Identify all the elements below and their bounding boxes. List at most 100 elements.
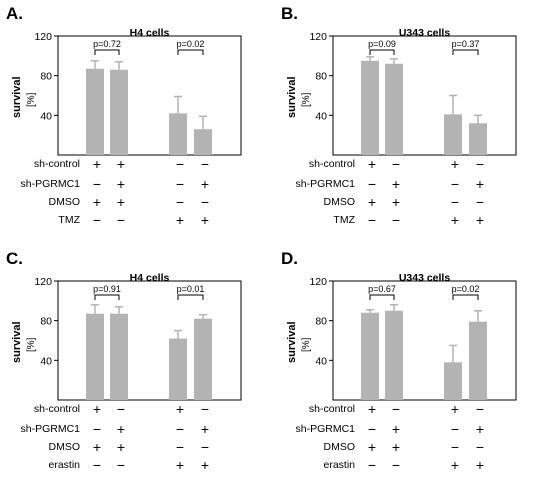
condition-sign: −: [391, 212, 401, 228]
plot-frame: [332, 35, 517, 156]
condition-label: sh-control: [308, 158, 355, 170]
condition-sign: −: [475, 156, 485, 172]
bar-chart: 40 80 120 p=0.09 p=0.37: [309, 31, 517, 156]
condition-sign: +: [116, 176, 126, 192]
condition-sign: +: [92, 439, 102, 455]
condition-sign: −: [116, 401, 126, 417]
chart-panel: A. H4 cells survival [%] 40 80 120 p=0.72 p=0.02…: [0, 0, 275, 241]
condition-sign: +: [450, 457, 460, 473]
condition-sign: −: [367, 457, 377, 473]
condition-label: DMSO: [323, 196, 356, 208]
chart-panel: D. U343 cells survival [%] 40 80 120 p=0.67 p=0.…: [275, 245, 550, 486]
condition-sign: +: [92, 194, 102, 210]
condition-sign: −: [450, 176, 460, 192]
chart-panel: B. U343 cells survival [%] 40 80 120 p=0.09 p=0.…: [275, 0, 550, 241]
condition-label: erastin: [323, 459, 355, 471]
condition-label: sh-PGRMC1: [20, 423, 80, 435]
bar-chart: 40 80 120 p=0.67 p=0.02: [309, 276, 517, 401]
p-value-label: p=0.09: [368, 39, 396, 49]
bar: [444, 114, 462, 155]
significance-bracket: [369, 294, 395, 300]
condition-sign: +: [367, 439, 377, 455]
condition-sign: +: [475, 421, 485, 437]
y-tick-label: 40: [40, 110, 52, 122]
y-tick-label: 120: [34, 31, 52, 43]
bar: [110, 313, 128, 400]
condition-sign: −: [116, 212, 126, 228]
condition-sign: +: [116, 421, 126, 437]
condition-sign: +: [450, 212, 460, 228]
condition-sign: −: [175, 156, 185, 172]
y-tick-label: 80: [40, 71, 52, 83]
y-tick-label: 120: [309, 276, 327, 288]
condition-label: sh-control: [33, 158, 80, 170]
condition-sign: +: [175, 212, 185, 228]
condition-sign: +: [175, 457, 185, 473]
bar: [361, 60, 379, 155]
condition-label: sh-PGRMC1: [295, 423, 355, 435]
condition-sign: −: [450, 194, 460, 210]
condition-sign: +: [92, 401, 102, 417]
condition-sign: −: [200, 156, 210, 172]
plot-frame: [57, 35, 242, 156]
condition-sign: −: [367, 212, 377, 228]
p-value-label: p=0.02: [177, 39, 205, 49]
condition-sign: −: [450, 439, 460, 455]
significance-bracket: [369, 49, 395, 55]
bar: [169, 338, 187, 400]
condition-sign: +: [367, 401, 377, 417]
significance-bracket: [452, 294, 479, 300]
condition-sign: +: [200, 212, 210, 228]
condition-sign: −: [391, 401, 401, 417]
condition-sign: +: [391, 439, 401, 455]
condition-sign: −: [175, 421, 185, 437]
condition-label: DMSO: [323, 441, 356, 453]
y-tick-label: 40: [315, 110, 327, 122]
significance-bracket: [177, 294, 204, 300]
y-tick-label: 80: [315, 316, 327, 328]
condition-sign: +: [367, 156, 377, 172]
y-tick-label: 120: [34, 276, 52, 288]
condition-sign: +: [116, 439, 126, 455]
condition-sign: −: [475, 439, 485, 455]
condition-label: sh-control: [308, 403, 355, 415]
condition-sign: −: [92, 176, 102, 192]
condition-sign: −: [200, 439, 210, 455]
condition-sign: +: [116, 156, 126, 172]
condition-sign: +: [391, 194, 401, 210]
p-value-label: p=0.02: [452, 284, 480, 294]
condition-sign: +: [450, 401, 460, 417]
condition-sign: −: [391, 457, 401, 473]
condition-sign: −: [367, 421, 377, 437]
bar: [194, 318, 212, 400]
panel-letter: B.: [281, 4, 298, 23]
p-value-label: p=0.37: [452, 39, 480, 49]
p-value-label: p=0.01: [177, 284, 205, 294]
condition-sign: +: [200, 457, 210, 473]
panel-letter: D.: [281, 249, 298, 268]
bar: [194, 129, 212, 155]
condition-sign: +: [475, 457, 485, 473]
condition-sign: +: [391, 421, 401, 437]
bar: [361, 312, 379, 400]
condition-sign: +: [200, 421, 210, 437]
condition-sign: −: [175, 194, 185, 210]
condition-sign: +: [116, 194, 126, 210]
condition-sign: −: [92, 212, 102, 228]
condition-sign: −: [116, 457, 126, 473]
condition-sign: −: [200, 194, 210, 210]
condition-sign: +: [450, 156, 460, 172]
bar: [385, 63, 403, 156]
condition-sign: +: [175, 401, 185, 417]
plot-frame: [332, 280, 517, 401]
y-tick-label: 120: [309, 31, 327, 43]
condition-sign: −: [92, 457, 102, 473]
y-tick-label: 40: [315, 355, 327, 367]
y-tick-label: 40: [40, 355, 52, 367]
condition-sign: −: [475, 401, 485, 417]
condition-sign: −: [175, 176, 185, 192]
condition-label: sh-control: [33, 403, 80, 415]
condition-label: sh-PGRMC1: [20, 178, 80, 190]
condition-sign: +: [475, 176, 485, 192]
condition-sign: +: [200, 176, 210, 192]
